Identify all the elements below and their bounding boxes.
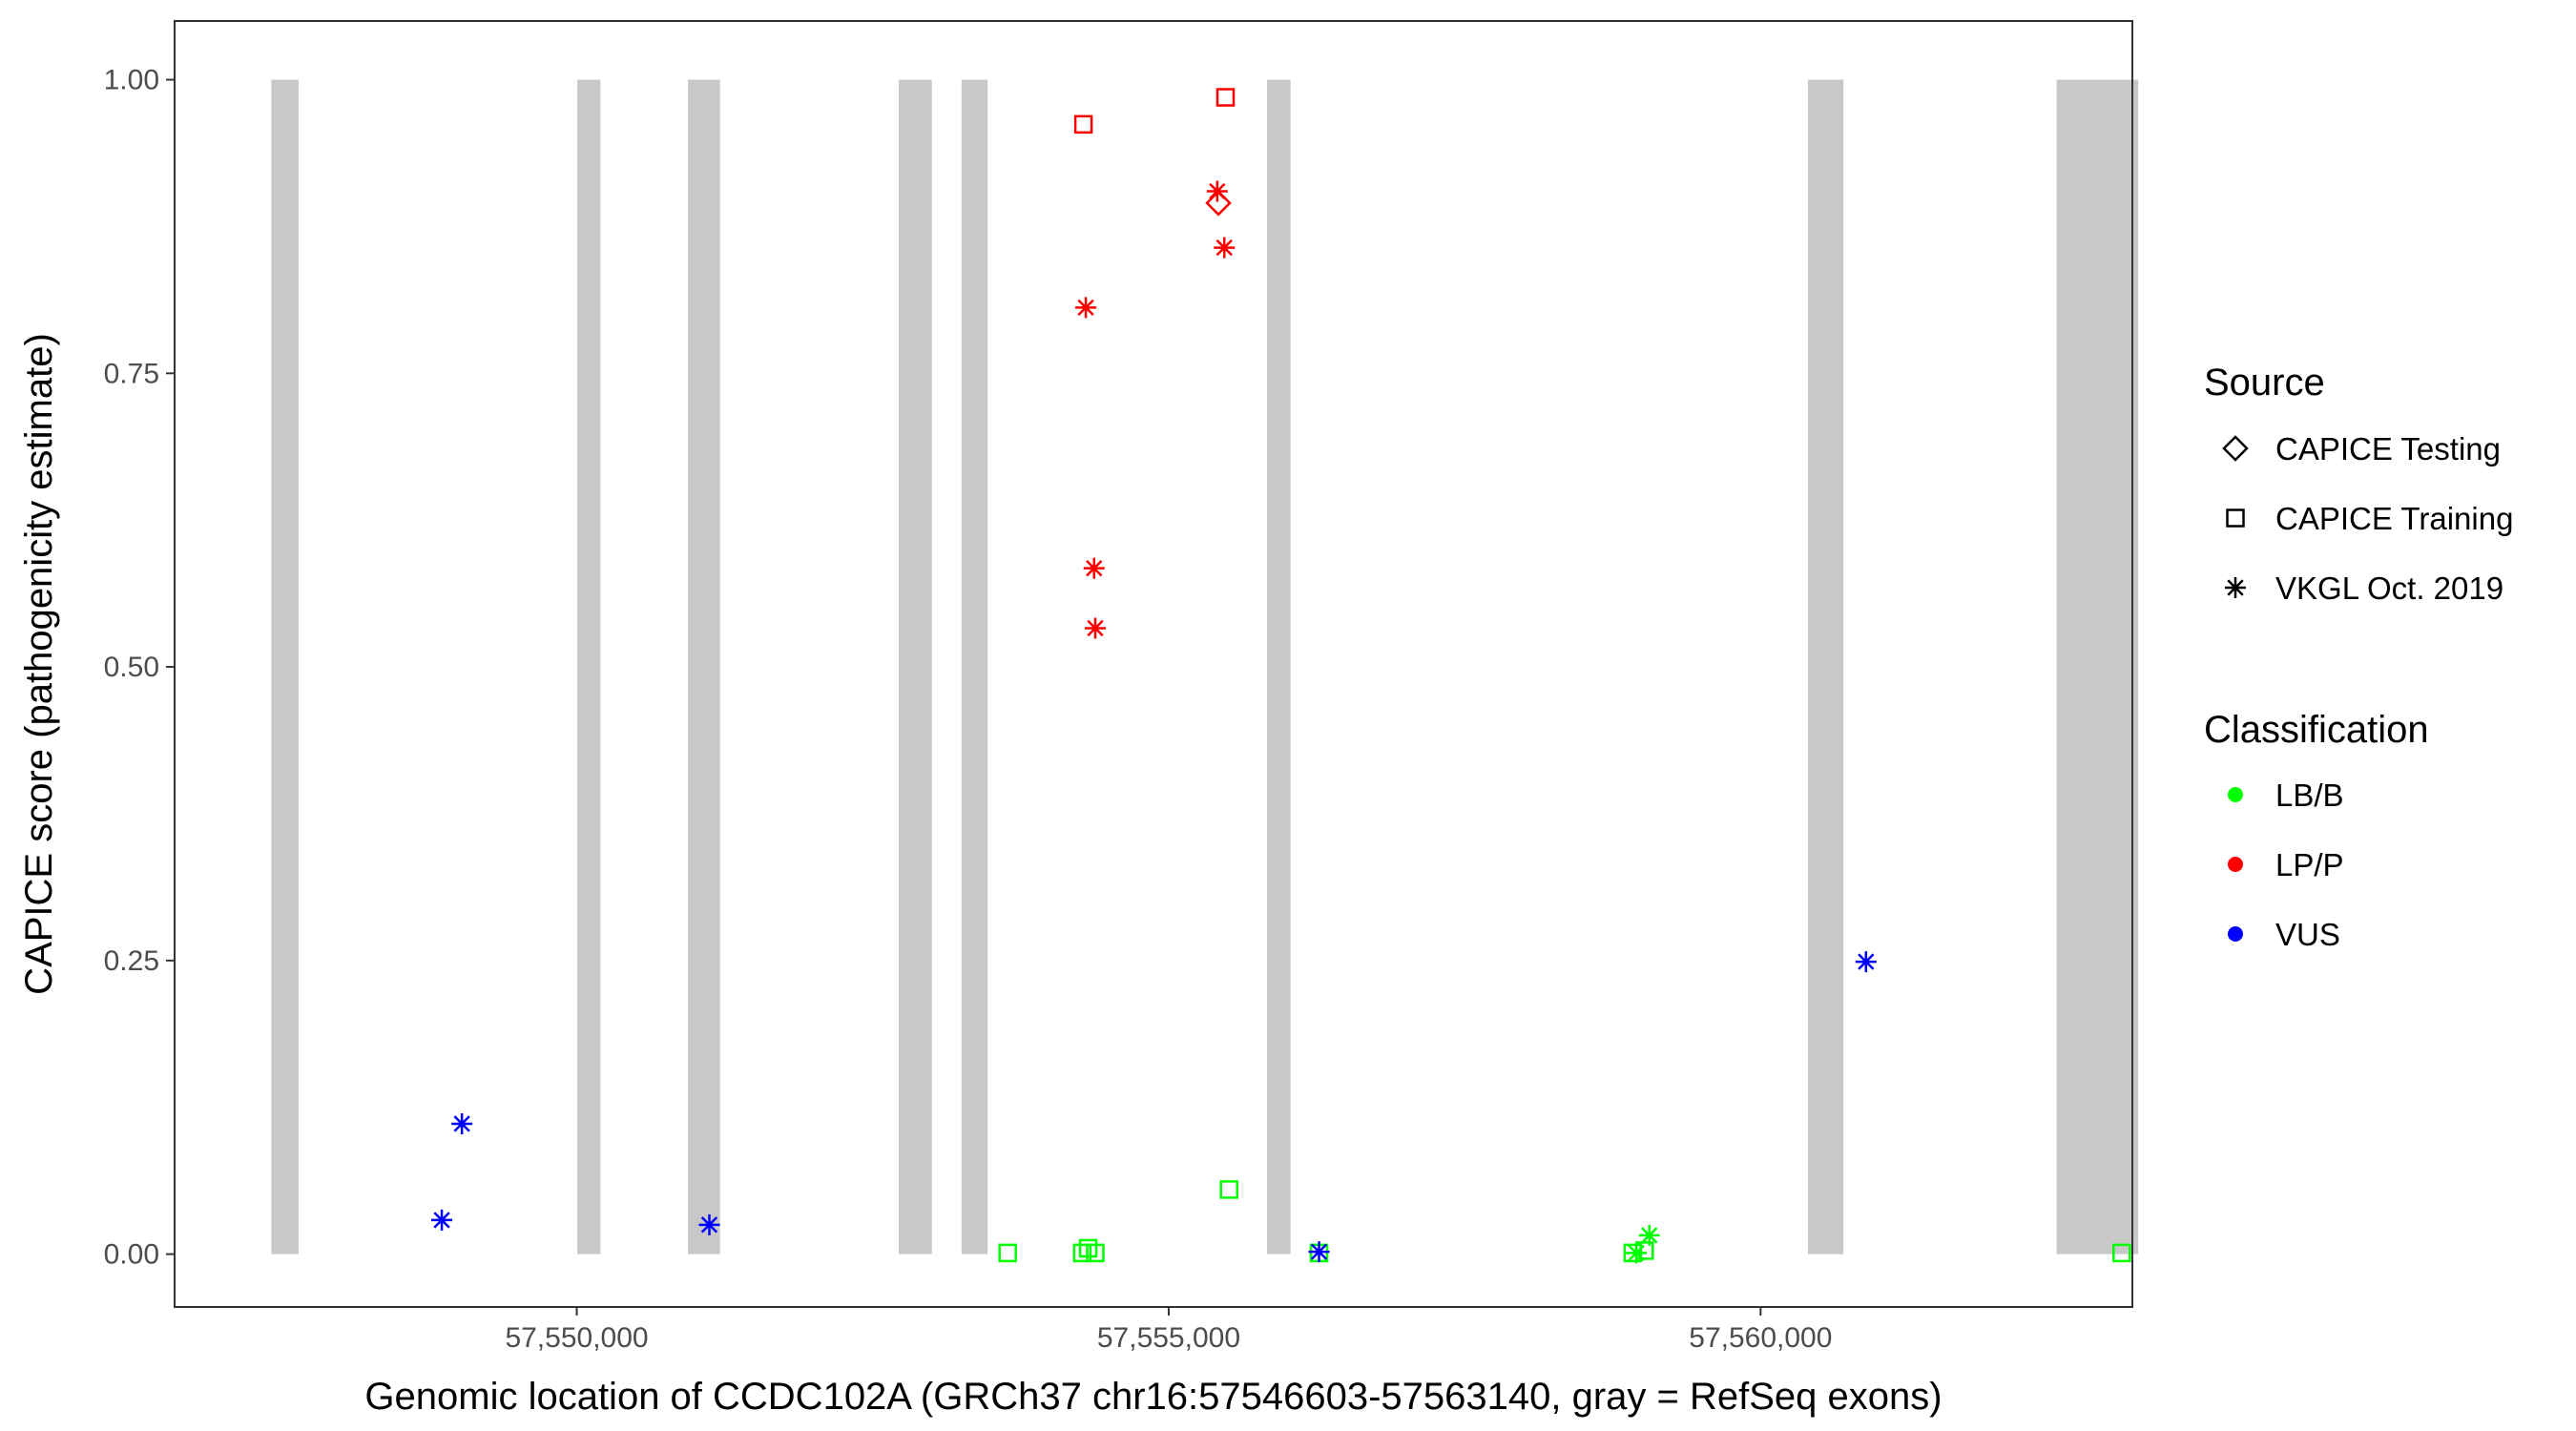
legend-source-item: VKGL Oct. 2019 <box>2225 570 2503 606</box>
y-axis: 0.00 0.25 0.50 0.75 1.00 <box>104 65 175 1271</box>
legend-class-label: VUS <box>2275 917 2340 952</box>
legend-sources: CAPICE Testing CAPICE Training VKGL Oct. 2… <box>2222 431 2513 606</box>
legend-class-item: LP/P <box>2228 847 2344 882</box>
legend-source-title: Source <box>2204 362 2325 404</box>
exon-bar <box>1808 79 1844 1255</box>
legend-class-item: LB/B <box>2228 778 2344 813</box>
exon-bar <box>899 79 932 1255</box>
legend-classification-title: Classification <box>2204 709 2429 751</box>
x-axis-title: Genomic location of CCDC102A (GRCh37 chr… <box>364 1376 1942 1418</box>
legend: Source CAPICE Testing CAPICE Training VKGL… <box>2204 362 2513 952</box>
exon-bar <box>271 79 299 1255</box>
data-point-asterisk <box>1626 1242 1648 1264</box>
legend-source-label: VKGL Oct. 2019 <box>2275 570 2503 606</box>
data-point-square <box>1215 88 1236 107</box>
data-point-square <box>1086 1243 1105 1263</box>
exons-layer <box>271 79 2139 1255</box>
data-point-asterisk <box>431 1209 453 1231</box>
legend-class-item: VUS <box>2228 917 2340 952</box>
data-point-asterisk <box>451 1112 473 1134</box>
legend-source-label: CAPICE Training <box>2275 501 2513 536</box>
x-tick-label: 57,555,000 <box>1097 1322 1240 1354</box>
legend-classes: LB/B LP/P VUS <box>2228 778 2344 952</box>
legend-key-dot <box>2228 926 2243 942</box>
data-point-square <box>1073 114 1093 135</box>
x-tick-label: 57,560,000 <box>1689 1322 1832 1354</box>
data-point-square <box>998 1243 1017 1263</box>
legend-class-label: LB/B <box>2275 778 2344 813</box>
data-point-asterisk <box>1638 1224 1660 1246</box>
data-point-asterisk <box>698 1213 720 1235</box>
plot-panel-border <box>174 20 2133 1308</box>
y-axis-title: CAPICE score (pathogenicity estimate) <box>18 333 60 995</box>
data-point-asterisk <box>1214 237 1236 259</box>
exon-bar <box>961 79 988 1255</box>
data-point-asterisk <box>1855 951 1877 973</box>
x-axis: 57,550,000 57,555,000 57,560,000 <box>505 1307 1832 1354</box>
data-point-asterisk <box>1075 297 1097 319</box>
y-tick-label: 1.00 <box>104 65 159 96</box>
legend-key-square <box>2226 508 2245 528</box>
data-point-square <box>1219 1180 1238 1199</box>
legend-key-dot <box>2228 857 2243 872</box>
legend-key-dot <box>2228 787 2243 802</box>
legend-key-asterisk <box>2225 577 2246 598</box>
y-tick-label: 0.50 <box>104 652 159 683</box>
data-point-square <box>2112 1243 2131 1263</box>
legend-key-diamond <box>2222 435 2249 462</box>
y-tick-label: 0.25 <box>104 945 159 977</box>
exon-bar <box>2056 79 2139 1255</box>
exon-bar <box>688 79 720 1255</box>
data-point-asterisk <box>1083 557 1105 579</box>
data-point-asterisk <box>1206 180 1228 202</box>
exon-bar <box>577 79 601 1255</box>
data-point-square <box>1072 1243 1092 1263</box>
legend-source-label: CAPICE Testing <box>2275 431 2501 467</box>
data-point-asterisk <box>1085 617 1107 639</box>
legend-source-item: CAPICE Testing <box>2222 431 2501 467</box>
exon-bar <box>1266 79 1291 1255</box>
y-tick-label: 0.00 <box>104 1239 159 1271</box>
y-tick-label: 0.75 <box>104 358 159 389</box>
points-layer <box>431 88 2131 1264</box>
legend-source-item: CAPICE Training <box>2226 501 2513 536</box>
plot-panel-background <box>175 21 2132 1307</box>
legend-class-label: LP/P <box>2275 847 2344 882</box>
data-point-asterisk <box>1308 1241 1330 1263</box>
x-tick-label: 57,550,000 <box>505 1322 648 1354</box>
